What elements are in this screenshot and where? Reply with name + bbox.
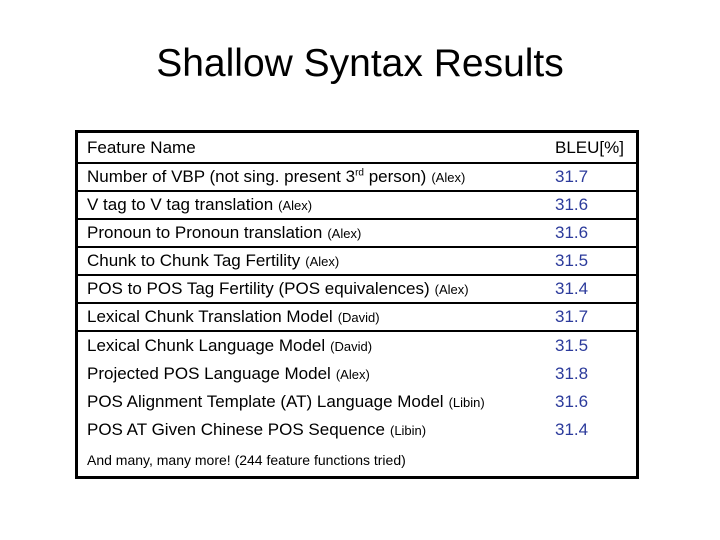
- feature-text: POS Alignment Template (AT) Language Mod…: [87, 392, 444, 411]
- attribution: (Libin): [389, 423, 427, 438]
- table-row: Pronoun to Pronoun translation (Alex) 31.6: [78, 220, 636, 248]
- feature-text: Chunk to Chunk Tag Fertility: [87, 251, 301, 270]
- feature-text: person): [363, 167, 427, 186]
- feature-text: POS to POS Tag Fertility (POS equivalenc…: [87, 279, 430, 298]
- feature-name-cell: POS Alignment Template (AT) Language Mod…: [78, 392, 555, 412]
- attribution: (David): [330, 339, 373, 354]
- bleu-value-cell: 31.8: [555, 364, 589, 383]
- bleu-value-cell: 31.4: [555, 420, 589, 439]
- bleu-value-cell: 31.6: [555, 392, 589, 411]
- attribution: (David): [337, 310, 380, 325]
- attribution: (Alex): [431, 170, 466, 185]
- feature-text: Pronoun to Pronoun translation: [87, 223, 323, 242]
- bleu-value-cell: 31.4: [555, 279, 589, 298]
- table-row: Projected POS Language Model (Alex) 31.8: [78, 360, 636, 388]
- table-row: POS to POS Tag Fertility (POS equivalenc…: [78, 276, 636, 304]
- footer-note: And many, many more! (244 feature functi…: [87, 452, 406, 468]
- feature-name-cell: Lexical Chunk Language Model (David): [78, 336, 555, 356]
- bleu-value-cell: 31.5: [555, 251, 589, 270]
- bleu-value-cell: 31.6: [555, 223, 589, 242]
- feature-name-cell: V tag to V tag translation (Alex): [78, 195, 555, 215]
- table-row: Number of VBP (not sing. present 3rd per…: [78, 164, 636, 192]
- feature-name-cell: Chunk to Chunk Tag Fertility (Alex): [78, 251, 555, 271]
- feature-name-cell: Lexical Chunk Translation Model (David): [78, 307, 555, 327]
- feature-name-header: Feature Name: [87, 137, 196, 157]
- attribution: (Alex): [278, 198, 313, 213]
- table-header-row: Feature Name BLEU[%]: [78, 133, 636, 164]
- table-row: V tag to V tag translation (Alex) 31.6: [78, 192, 636, 220]
- feature-name-cell: Number of VBP (not sing. present 3rd per…: [78, 167, 555, 187]
- feature-name-cell: POS AT Given Chinese POS Sequence (Libin): [78, 420, 555, 440]
- attribution: (Alex): [434, 282, 469, 297]
- feature-text: Lexical Chunk Language Model: [87, 336, 326, 355]
- table-row: Chunk to Chunk Tag Fertility (Alex) 31.5: [78, 248, 636, 276]
- bleu-value-cell: 31.6: [555, 195, 589, 214]
- superscript-text: rd: [355, 167, 364, 179]
- table-rows: Number of VBP (not sing. present 3rd per…: [78, 164, 636, 444]
- feature-text: POS AT Given Chinese POS Sequence: [87, 420, 385, 439]
- table-row: Lexical Chunk Translation Model (David) 31…: [78, 304, 636, 332]
- feature-name-cell: Projected POS Language Model (Alex): [78, 364, 555, 384]
- feature-name-cell: Pronoun to Pronoun translation (Alex): [78, 223, 555, 243]
- bleu-value-cell: 31.7: [555, 307, 589, 326]
- attribution: (Libin): [448, 395, 485, 410]
- table-row: POS Alignment Template (AT) Language Mod…: [78, 388, 636, 416]
- table-row: Lexical Chunk Language Model (David) 31.5: [78, 332, 636, 360]
- bleu-header: BLEU[%]: [555, 137, 624, 157]
- feature-name-cell: POS to POS Tag Fertility (POS equivalenc…: [78, 279, 555, 299]
- attribution: (Alex): [335, 367, 370, 382]
- feature-text: Lexical Chunk Translation Model: [87, 307, 333, 326]
- bleu-value-cell: 31.5: [555, 336, 589, 355]
- slide-title: Shallow Syntax Results: [156, 42, 564, 85]
- results-table: Feature Name BLEU[%] Number of VBP (not …: [75, 130, 639, 479]
- feature-text: Number of VBP (not sing. present 3: [87, 167, 356, 186]
- attribution: (Alex): [305, 254, 340, 269]
- table-row: POS AT Given Chinese POS Sequence (Libin)…: [78, 416, 636, 444]
- feature-text: Projected POS Language Model: [87, 364, 331, 383]
- attribution: (Alex): [327, 226, 362, 241]
- table-footer-row: And many, many more! (244 feature functi…: [78, 444, 636, 476]
- feature-text: V tag to V tag translation: [87, 195, 274, 214]
- bleu-value-cell: 31.7: [555, 167, 589, 186]
